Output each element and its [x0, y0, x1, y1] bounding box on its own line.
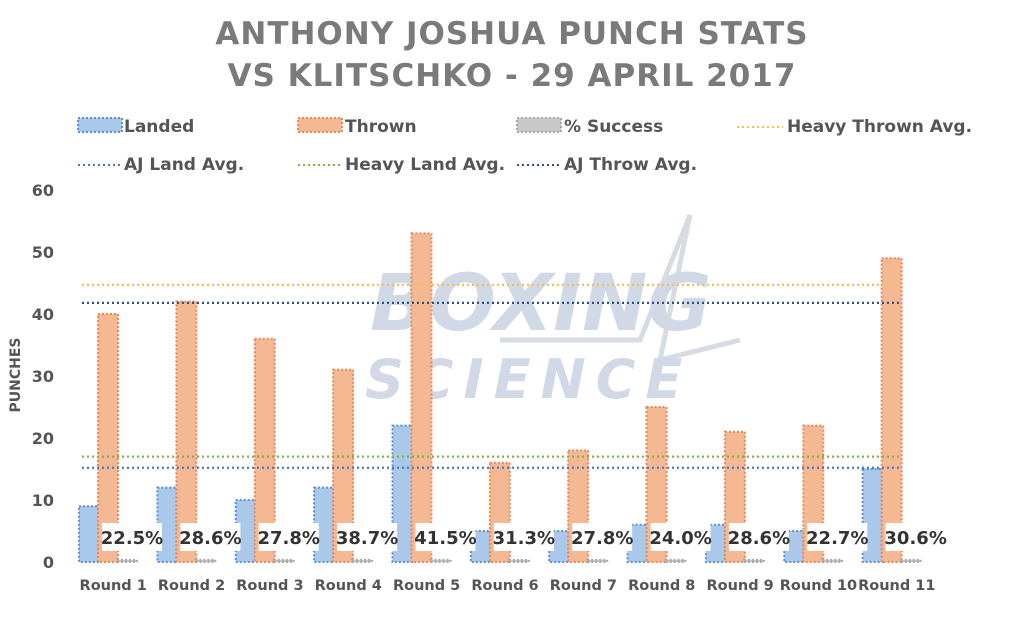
category-labels: Round 1 Round 2 Round 3 Round 4 Round 5 Round… — [80, 578, 936, 594]
data-label-background — [180, 523, 241, 551]
legend-swatch-success — [516, 117, 562, 133]
bar-thrown — [97, 313, 119, 563]
bar-landed — [704, 523, 727, 563]
data-label-success: 27.8% — [258, 528, 320, 549]
category-label: Round 8 — [628, 578, 695, 594]
data-label-background — [102, 523, 162, 551]
chart-title-line-2: VS KLITSCHKO - 29 APRIL 2017 — [228, 58, 797, 94]
y-tick-label: 30 — [32, 367, 54, 386]
data-label-background — [807, 523, 868, 551]
legend-label-aj-land-avg: AJ Land Avg. — [124, 155, 244, 175]
data-label-background — [258, 523, 319, 551]
y-axis-ticks: 0 10 20 30 40 50 60 — [32, 181, 54, 572]
bar-thrown — [332, 368, 355, 563]
data-label-background — [493, 523, 554, 551]
bar-landed — [783, 530, 806, 563]
category-label: Round 5 — [393, 578, 460, 594]
watermark-bolt-shape — [500, 214, 741, 364]
bar-success — [116, 558, 138, 564]
category-label: Round 1 — [80, 578, 147, 594]
bar-success — [507, 558, 530, 564]
y-tick-label: 10 — [32, 491, 54, 510]
data-label-success: 28.6% — [728, 528, 790, 549]
y-axis-title: PUNCHES — [8, 338, 24, 413]
bar-success — [899, 558, 922, 564]
bar-thrown — [253, 337, 276, 563]
category-label: Round 2 — [158, 578, 225, 594]
data-label-success: 30.6% — [884, 528, 946, 549]
category-label: Round 3 — [236, 578, 303, 594]
category-label: Round 9 — [706, 578, 773, 594]
data-label-success: 38.7% — [336, 528, 398, 549]
data-label-success: 28.6% — [179, 528, 241, 549]
legend-swatch-thrown — [297, 117, 343, 133]
legend-label-success: % Success — [564, 117, 663, 137]
legend-label-landed: Landed — [124, 117, 194, 137]
bar-thrown — [410, 232, 433, 563]
bar-success — [742, 558, 765, 564]
reference-lines — [82, 283, 900, 469]
bar-success — [351, 558, 374, 564]
bars — [78, 232, 922, 564]
data-label-background — [885, 523, 946, 551]
legend-label-heavy-land-avg: Heavy Land Avg. — [345, 155, 505, 175]
y-tick-label: 0 — [43, 553, 54, 572]
bar-success — [821, 558, 844, 564]
bar-success — [586, 558, 609, 564]
bar-landed — [78, 505, 100, 564]
data-label-background — [415, 523, 476, 551]
y-tick-label: 50 — [32, 243, 54, 262]
data-label-background — [728, 523, 789, 551]
legend-swatch-landed — [77, 117, 123, 133]
y-tick-label: 60 — [32, 181, 54, 200]
data-label-success: 41.5% — [414, 528, 476, 549]
bar-landed — [861, 468, 884, 563]
category-label: Round 4 — [315, 578, 382, 594]
legend: Landed Thrown % Success Heavy Thrown Avg… — [77, 117, 972, 175]
data-label-success: 22.7% — [806, 528, 868, 549]
bar-success — [194, 558, 217, 564]
category-label: Round 10 — [780, 578, 857, 594]
legend-label-thrown: Thrown — [345, 117, 417, 137]
y-tick-label: 40 — [32, 305, 54, 324]
bar-landed — [626, 523, 649, 563]
bar-landed — [548, 530, 571, 563]
chart-title-line-1: ANTHONY JOSHUA PUNCH STATS — [215, 16, 808, 52]
bar-thrown — [880, 257, 903, 563]
bar-success — [664, 558, 687, 564]
legend-label-aj-throw-avg: AJ Throw Avg. — [564, 155, 697, 175]
data-label-background — [572, 523, 633, 551]
data-label-success: 24.0% — [649, 528, 711, 549]
bar-landed — [469, 530, 492, 563]
data-label-success: 22.5% — [101, 528, 163, 549]
category-label: Round 11 — [858, 578, 935, 594]
y-tick-label: 20 — [32, 429, 54, 448]
data-label-background — [650, 523, 711, 551]
bar-success — [429, 558, 452, 564]
data-label-success: 31.3% — [493, 528, 555, 549]
bar-success — [272, 558, 295, 564]
category-label: Round 7 — [550, 578, 617, 594]
data-labels: 22.5% 28.6% 27.8% 38.7% 41.5% 31.3% 27.8% 24.0%… — [101, 523, 947, 551]
bar-thrown — [175, 300, 198, 563]
legend-label-heavy-thrown-avg: Heavy Thrown Avg. — [787, 117, 972, 137]
category-label: Round 6 — [471, 578, 538, 594]
data-label-success: 27.8% — [571, 528, 633, 549]
data-label-background — [337, 523, 398, 551]
